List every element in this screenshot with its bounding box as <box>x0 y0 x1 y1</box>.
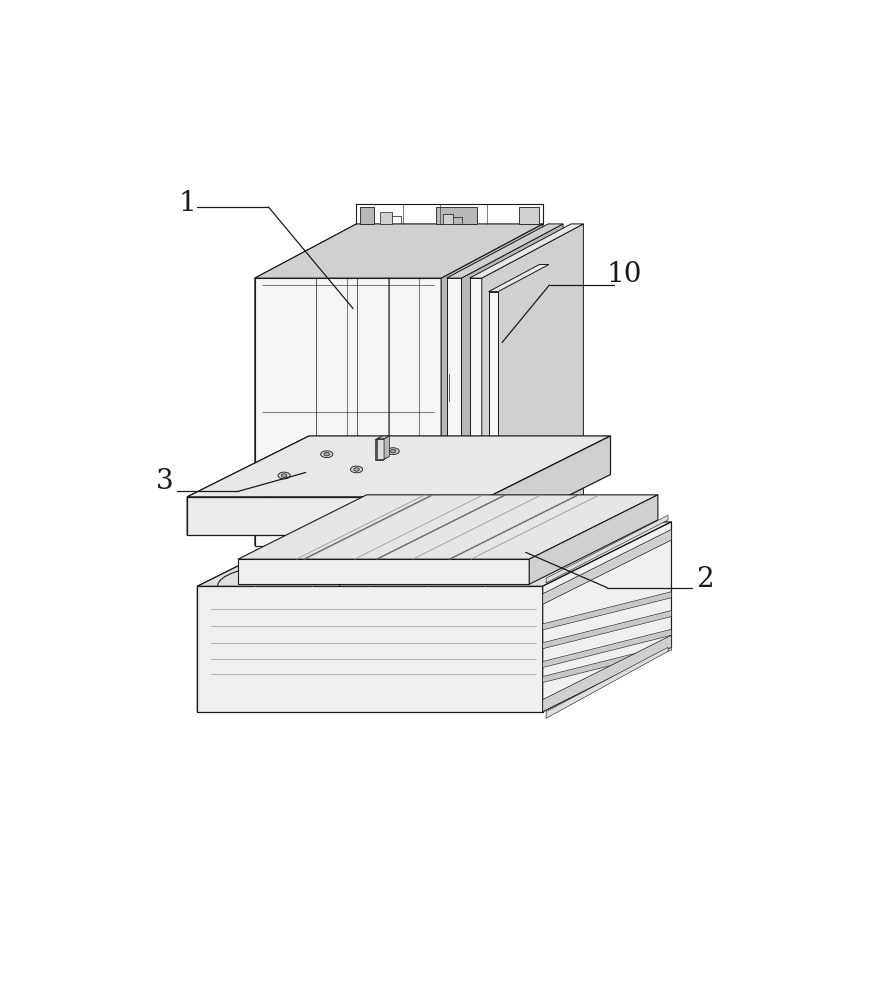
Polygon shape <box>198 586 543 712</box>
Polygon shape <box>469 224 584 278</box>
Ellipse shape <box>278 472 290 479</box>
Polygon shape <box>489 436 610 535</box>
Polygon shape <box>376 439 383 460</box>
Polygon shape <box>255 224 357 546</box>
Polygon shape <box>519 207 539 224</box>
Text: 3: 3 <box>156 468 174 495</box>
Polygon shape <box>187 436 309 535</box>
Polygon shape <box>441 224 543 546</box>
Polygon shape <box>443 214 453 224</box>
Polygon shape <box>546 515 668 583</box>
Polygon shape <box>238 495 658 559</box>
Polygon shape <box>383 437 388 460</box>
Polygon shape <box>530 495 658 584</box>
Ellipse shape <box>354 468 359 471</box>
Polygon shape <box>461 224 563 586</box>
Polygon shape <box>543 635 671 712</box>
Polygon shape <box>543 592 671 630</box>
Polygon shape <box>376 437 388 439</box>
Polygon shape <box>447 278 461 586</box>
Polygon shape <box>198 522 671 586</box>
Polygon shape <box>543 629 671 667</box>
Polygon shape <box>187 497 489 535</box>
Polygon shape <box>482 224 584 586</box>
Text: 1: 1 <box>178 190 196 217</box>
Polygon shape <box>543 529 671 604</box>
Polygon shape <box>380 212 392 224</box>
Polygon shape <box>378 439 384 459</box>
Polygon shape <box>238 559 530 584</box>
Ellipse shape <box>391 449 396 453</box>
Ellipse shape <box>387 448 399 455</box>
Polygon shape <box>255 278 441 546</box>
Polygon shape <box>543 610 671 649</box>
Text: 10: 10 <box>607 261 642 288</box>
Ellipse shape <box>281 474 287 477</box>
Polygon shape <box>187 436 610 497</box>
Polygon shape <box>489 292 498 586</box>
Polygon shape <box>378 436 390 439</box>
Ellipse shape <box>324 453 329 456</box>
Ellipse shape <box>321 451 333 458</box>
Polygon shape <box>543 522 671 712</box>
Polygon shape <box>360 207 374 224</box>
Polygon shape <box>384 436 390 459</box>
Polygon shape <box>436 207 476 224</box>
Polygon shape <box>198 522 326 712</box>
Polygon shape <box>255 224 543 278</box>
Polygon shape <box>543 644 671 683</box>
Polygon shape <box>543 522 671 712</box>
Polygon shape <box>375 437 387 440</box>
Polygon shape <box>489 265 549 292</box>
Polygon shape <box>382 437 387 460</box>
Polygon shape <box>447 224 563 278</box>
Polygon shape <box>469 278 482 586</box>
Polygon shape <box>546 647 668 718</box>
Ellipse shape <box>350 466 363 473</box>
Text: 2: 2 <box>697 566 714 593</box>
Polygon shape <box>375 440 382 460</box>
